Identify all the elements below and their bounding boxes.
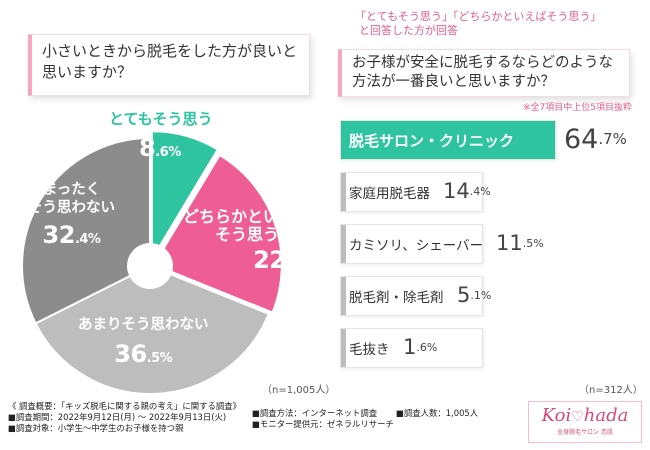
logo-brand-right: hada [583,405,629,426]
survey-count: ■調査人数：1,005人 [396,408,479,419]
slice-value-somewhat-agree-int: 22 [253,246,286,274]
right-question-card: お子様が安全に脱毛するならどのような方法が一番良いと思いますか？ [338,49,630,97]
slice-value-strongly-agree: 8.6% [139,134,181,167]
bar-label-home-device: 家庭用脱毛器 [349,186,430,202]
right-question-text: お子様が安全に脱毛するならどのような方法が一番良いと思いますか？ [352,55,613,90]
survey-footer: 《 調査概要：「キッズ脱毛に関する親の考え」に関する調査》 ■調査期間：2022… [8,401,508,435]
footer-row-2: ■調査期間：2022年9月12日(月) ～ 2022年9月13日(火) ■調査方… [8,408,508,423]
bar-value-depilatory: 5.1% [457,276,491,314]
slice-label-strongly-agree: とてもそう思う [109,110,213,128]
footer-row-1: 《 調査概要：「キッズ脱毛に関する親の考え」に関する調査》 [8,401,508,412]
pie-slice-not-at-all [21,136,151,325]
bar-salon-clinic [341,121,555,159]
slice-value-not-at-all-dec: .4 [74,232,88,247]
slice-label-strongly-agree-text: とてもそう思う [109,110,213,128]
bar-tweezers [341,329,346,367]
bar-value-dec-tweezers: .6 [416,340,427,354]
bar-label-salon-clinic: 脱毛サロン・クリニック [349,131,515,150]
slice-value-not-at-all-int: 32 [42,221,76,249]
sub-note: ※全7項目中上位5項目抜粋 [523,103,632,113]
bar-value-int-razor-shaver: 11 [496,231,523,255]
survey-overview: 《 調査概要：「キッズ脱毛に関する親の考え」に関する調査》 [8,401,241,411]
bar-value-home-device: 14.4% [443,172,491,210]
slice-value-strongly-agree-int: 8 [139,134,156,162]
logo-brand-left: Koi [541,405,572,426]
heart-icon: ♡ [571,409,584,425]
pie-center-hole [127,243,173,289]
bar-value-dec-salon-clinic: .7 [598,130,613,148]
bar-chart: 脱毛サロン・クリニック 64.7% 家庭用脱毛器 14.4% カミソリ、シェーバー 11.… [340,120,640,380]
slice-value-not-really-int: 36 [114,340,147,368]
bar-label-tweezers: 毛抜き [349,342,390,358]
slice-label-not-at-all: まったく そう思わない 32.4% [28,181,115,254]
bar-razor-shaver [341,225,346,263]
top-note: 「とてもそう思う」「どちらかといえばそう思う」 と回答した方が回答 [355,10,625,38]
bar-label-razor-shaver: カミソリ、シェーバー [349,238,484,254]
bar-row-razor-shaver: カミソリ、シェーバー [340,224,484,264]
slice-value-not-really-unit: % [159,351,173,366]
logo-wordmark: Koi♡hada [529,404,641,429]
survey-period: ■調査期間：2022年9月12日(月) ～ 2022年9月13日(火) [8,412,227,423]
survey-monitor: ■モニター提供元：ゼネラルリサーチ [252,419,394,430]
survey-target: ■調査対象：小学生～中学生のお子様を持つ親 [8,423,184,434]
bar-value-int-home-device: 14 [443,179,470,203]
top-note-line2: と回答した方が回答 [359,24,458,37]
bar-value-unit-tweezers: % [426,340,438,354]
pie-chart [21,130,283,395]
survey-method: ■調査方法：インターネット調査 [252,408,378,419]
bar-row-salon-clinic: 脱毛サロン・クリニック [340,120,556,160]
bar-value-int-tweezers: 1 [403,335,417,359]
slice-label-not-really: あまりそう思わない 36.5% [78,316,209,373]
bar-home-device [341,173,346,211]
left-sample-size: （n=1,005人） [262,385,336,396]
bar-row-depilatory: 脱毛剤・除毛剤 [340,276,484,316]
logo-tagline: 全身脱毛サロン 恋肌 [557,429,613,436]
slice-label-not-at-all-l1: まったく [42,182,101,198]
slice-label-not-really-text: あまりそう思わない [78,317,209,333]
slice-label-somewhat-agree-l1: どちらかといえば [183,207,312,226]
bar-value-int-salon-clinic: 64 [564,123,599,155]
bar-value-salon-clinic: 64.7% [564,120,627,158]
bar-label-depilatory: 脱毛剤・除毛剤 [349,290,444,306]
pie-slice-somewhat-agree [152,153,283,314]
slice-value-strongly-agree-unit: % [168,145,181,160]
pie-slice-not-really [34,264,271,395]
slice-value-not-at-all-unit: % [87,232,101,247]
slice-value-not-really-dec: .5 [146,351,160,366]
right-sample-size: （n=312人） [579,385,643,396]
bar-depilatory [341,277,346,315]
slice-value-somewhat-agree-dec: .5 [285,257,299,272]
bar-value-unit-salon-clinic: % [612,130,627,148]
bar-value-razor-shaver: 11.5% [496,224,544,262]
koihada-logo: Koi♡hada 全身脱毛サロン 恋肌 [528,401,642,443]
pie-slice-strongly-agree [150,130,220,263]
bar-value-tweezers: 1.6% [403,328,437,366]
slice-label-somewhat-agree: どちらかといえば そう思う 22.5% [183,208,311,279]
bar-value-unit-home-device: % [480,184,491,198]
footer-row-3: ■調査対象：小学生～中学生のお子様を持つ親 ■モニター提供元：ゼネラルリサーチ [8,419,508,434]
bar-value-unit-razor-shaver: % [533,236,544,250]
slice-value-somewhat-agree-unit: % [298,257,312,272]
slice-value-strongly-agree-dec: .6 [155,145,169,160]
slice-label-somewhat-agree-l2: そう思う [215,225,280,244]
bar-row-home-device: 家庭用脱毛器 [340,172,484,212]
bar-value-unit-depilatory: % [480,288,492,302]
bar-value-dec-home-device: .4 [469,184,481,198]
bar-value-dec-depilatory: .1 [470,288,481,302]
slice-label-not-at-all-l2: そう思わない [28,200,115,216]
left-question-card: 小さいときから脱毛をした方が良いと思いますか？ [28,34,310,96]
bar-value-int-depilatory: 5 [457,283,471,307]
left-question-text: 小さいときから脱毛をした方が良いと思いますか？ [42,42,298,81]
top-note-line1: 「とてもそう思う」「どちらかといえばそう思う」 [355,10,602,23]
bar-value-dec-razor-shaver: .5 [522,236,534,250]
bar-row-tweezers: 毛抜き [340,328,484,368]
